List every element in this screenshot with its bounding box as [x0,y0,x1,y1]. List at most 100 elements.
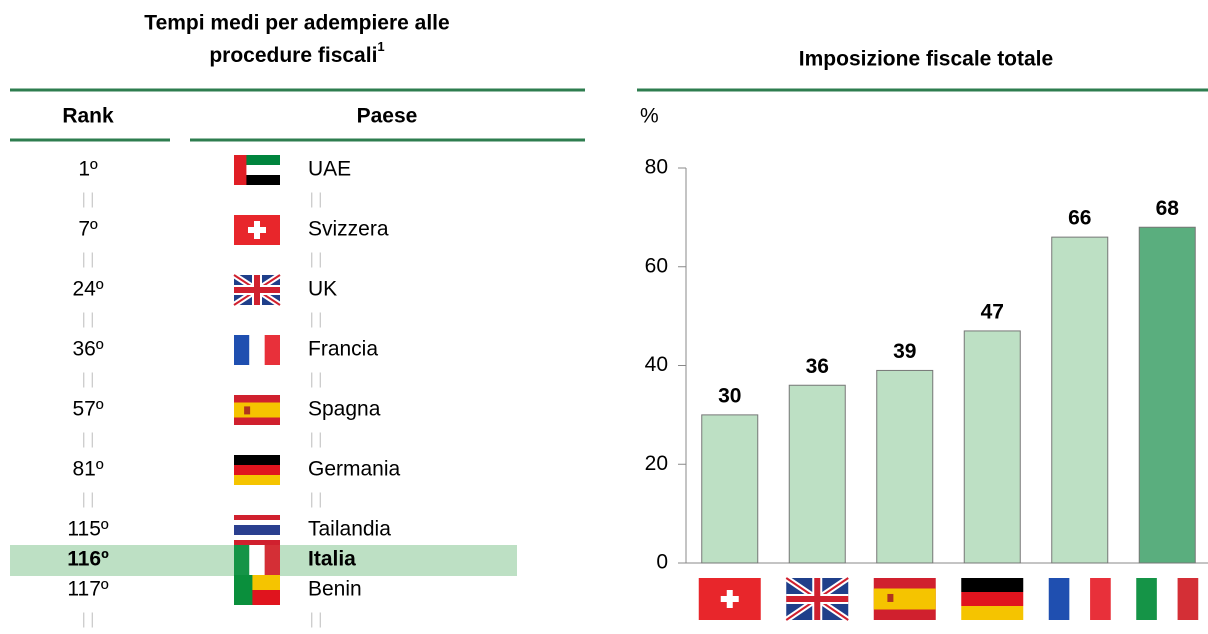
flag-part [234,575,253,605]
flag-part [961,606,1024,620]
flag-part [1048,578,1070,620]
bar [876,369,934,564]
bar [963,330,1021,564]
country: Tailandia [308,518,391,541]
country: UAE [308,158,351,181]
flag-part [248,227,266,233]
flag-part [249,545,265,575]
bar [1051,236,1109,564]
flag [232,272,282,308]
country: UK [308,278,337,301]
gap-marker: | | [82,431,95,448]
gap-marker: | | [310,311,323,328]
gap-marker: | | [82,251,95,268]
flag [873,578,936,620]
flag [234,545,280,575]
y-tick-label: 0 [656,551,668,574]
flag-part [264,335,280,365]
flag [234,215,280,245]
rank: 117º [67,578,108,601]
flag-part [1069,578,1091,620]
flag-part [234,525,280,535]
flag [234,335,280,365]
country: Germania [308,458,401,481]
flag-part [720,596,739,602]
flag-part [961,578,1024,592]
data-label: 68 [1156,197,1180,220]
flag [234,155,280,185]
gap-marker: | | [82,611,95,628]
footnote-mark: 1 [377,39,384,54]
data-label: 66 [1068,207,1091,230]
data-label: 39 [893,340,916,363]
column-header: Rank [62,105,114,128]
gap-marker: | | [82,311,95,328]
flag-part [234,155,280,165]
gap-marker: | | [310,251,323,268]
bar [701,414,759,564]
flag-part [234,545,250,575]
rank: 81º [72,458,103,481]
flag [234,515,280,545]
flag-part [234,287,280,293]
gap-marker: | | [82,491,95,508]
flag-part [873,588,936,610]
y-tick-label: 60 [645,254,668,277]
chart-title: Imposizione fiscale totale [799,48,1053,71]
country: Italia [308,548,356,571]
country: Benin [308,578,362,601]
flag-part [234,175,280,185]
gap-marker: | | [82,191,95,208]
rank: 57º [72,398,103,421]
gap-marker: | | [310,371,323,388]
table-title-text: procedure fiscali [209,44,377,67]
rank: 115º [67,518,108,541]
data-label: 36 [806,355,829,378]
flag [1048,578,1111,620]
rank: 1º [78,158,98,181]
data-label: 47 [981,300,1004,323]
flag [234,395,280,425]
y-tick-label: 40 [645,353,668,376]
flag [1136,578,1199,620]
flag-part [244,406,251,415]
rank: 24º [72,278,103,301]
flag [961,578,1024,620]
flag [784,575,850,623]
flag-part [961,592,1024,606]
flag-part [234,165,280,175]
flag-part [786,596,849,602]
gap-marker: | | [310,491,323,508]
rank: 116º [67,548,109,571]
rank: 36º [72,338,103,361]
flag-part [234,155,247,185]
flag [234,575,280,605]
flag-part [887,593,894,602]
y-axis-label: % [640,105,659,128]
flag-part [1156,578,1178,620]
flag [234,455,280,485]
flag-part [1136,578,1157,620]
flag-part [234,465,280,475]
table-title-line: Tempi medi per adempiere alle [144,12,449,35]
flag-part [234,475,280,485]
column-header: Paese [357,105,418,128]
flag-part [1090,578,1111,620]
country: Spagna [308,398,381,421]
rank: 7º [78,218,98,241]
flag-part [249,335,265,365]
gap-marker: | | [82,371,95,388]
flag-part [234,335,250,365]
gap-marker: | | [310,611,323,628]
gap-marker: | | [310,191,323,208]
flag-part [264,545,280,575]
bar [788,384,846,564]
flag-part [234,402,280,418]
data-label: 30 [718,384,741,407]
country: Francia [308,338,378,361]
flag-part [1177,578,1199,620]
gap-marker: | | [310,431,323,448]
table-title-line: procedure fiscali1 [209,39,384,66]
y-tick-label: 20 [645,452,668,475]
